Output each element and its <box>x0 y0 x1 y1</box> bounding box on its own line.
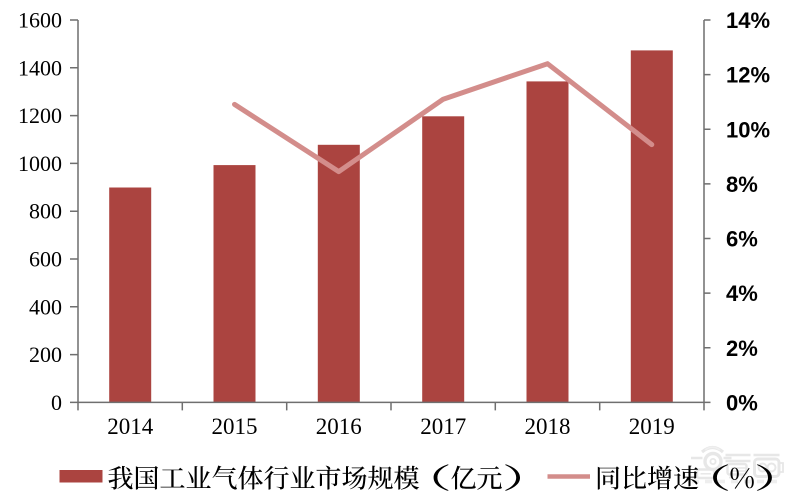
svg-text:2015: 2015 <box>212 414 258 439</box>
svg-text:1000: 1000 <box>18 151 62 176</box>
svg-text:12%: 12% <box>726 63 770 88</box>
svg-text:400: 400 <box>29 294 62 319</box>
svg-text:6%: 6% <box>726 227 758 252</box>
svg-text:600: 600 <box>29 247 62 272</box>
svg-text:0: 0 <box>51 390 62 415</box>
svg-text:2%: 2% <box>726 336 758 361</box>
svg-text:10%: 10% <box>726 117 770 142</box>
svg-text:14%: 14% <box>726 8 770 33</box>
svg-text:800: 800 <box>29 199 62 224</box>
svg-text:0%: 0% <box>726 390 758 415</box>
svg-text:1400: 1400 <box>18 55 62 80</box>
svg-text:2014: 2014 <box>107 414 154 439</box>
svg-text:1600: 1600 <box>18 8 62 33</box>
svg-text:4%: 4% <box>726 281 758 306</box>
svg-text:2016: 2016 <box>316 414 362 439</box>
svg-text:2018: 2018 <box>525 414 571 439</box>
svg-text:1200: 1200 <box>18 103 62 128</box>
svg-text:2017: 2017 <box>420 414 466 439</box>
svg-text:2019: 2019 <box>629 414 675 439</box>
svg-text:8%: 8% <box>726 172 758 197</box>
svg-text:200: 200 <box>29 342 62 367</box>
